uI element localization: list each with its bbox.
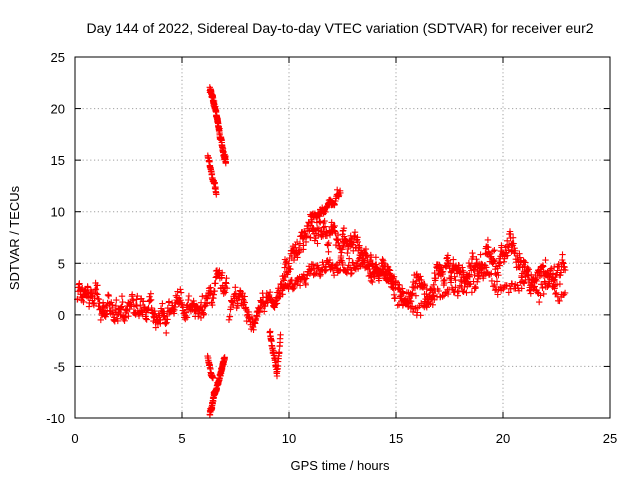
- series-10: [204, 352, 217, 382]
- data-point-marks: [394, 261, 569, 319]
- x-tick-label: 0: [71, 431, 78, 446]
- y-tick-label: 10: [51, 205, 65, 220]
- data-point-marks: [339, 229, 399, 302]
- series-4: [339, 229, 399, 302]
- x-tick-label: 20: [496, 431, 510, 446]
- series-6: [394, 261, 569, 319]
- data-point-marks: [225, 284, 284, 333]
- series-0: [74, 267, 231, 337]
- y-tick-label: 0: [58, 308, 65, 323]
- y-tick-label: 15: [51, 153, 65, 168]
- data-point-marks: [204, 352, 217, 382]
- data-point-marks: [394, 228, 569, 310]
- series-12: [307, 186, 344, 223]
- data-point-marks: [277, 212, 348, 294]
- data-point-marks: [74, 267, 231, 337]
- data-point-marks: [204, 152, 220, 198]
- data-point-marks: [266, 328, 284, 380]
- data-point-marks: [206, 354, 228, 419]
- y-tick-label: -10: [46, 411, 65, 426]
- x-axis-label: GPS time / hours: [291, 458, 390, 473]
- x-tick-label: 5: [178, 431, 185, 446]
- x-tick-label: 15: [389, 431, 403, 446]
- chart-title: Day 144 of 2022, Sidereal Day-to-day VTE…: [86, 20, 593, 36]
- data-point-marks: [206, 84, 229, 167]
- y-tick-label: 20: [51, 102, 65, 117]
- series-7: [206, 84, 229, 167]
- points-layer: [74, 84, 569, 419]
- y-tick-label: 25: [51, 50, 65, 65]
- y-tick-label: -5: [53, 359, 65, 374]
- data-point-marks: [307, 186, 344, 223]
- series-1: [225, 284, 284, 333]
- series-9: [206, 354, 228, 419]
- series-2: [277, 212, 348, 294]
- series-5: [394, 228, 569, 310]
- x-tick-label: 25: [603, 431, 617, 446]
- y-axis-label: SDTVAR / TECUs: [7, 185, 22, 290]
- x-tick-label: 10: [282, 431, 296, 446]
- axes-layer: 0 5 10 15 20 25 -10 -5 0 5 10 15 20 25: [46, 50, 617, 446]
- grid-layer: [75, 57, 610, 418]
- series-8: [204, 152, 220, 198]
- plot-frame: [74, 56, 611, 419]
- y-tick-label: 5: [58, 256, 65, 271]
- series-11: [266, 328, 284, 380]
